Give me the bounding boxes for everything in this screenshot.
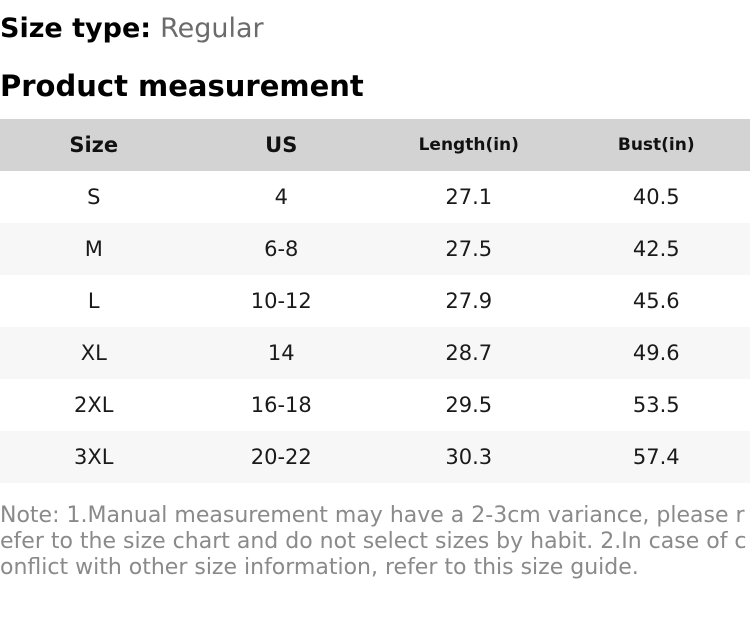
table-row: 3XL 20-22 30.3 57.4: [0, 431, 750, 483]
size-type-value: Regular: [160, 13, 264, 44]
size-type-label: Size type:: [0, 13, 151, 44]
cell-length: 27.1: [375, 171, 563, 223]
table-row: 2XL 16-18 29.5 53.5: [0, 379, 750, 431]
table-header-row: Size US Length(in) Bust(in): [0, 119, 750, 171]
measurement-table: Size US Length(in) Bust(in) S 4 27.1 40.…: [0, 119, 750, 483]
cell-bust: 45.6: [563, 275, 750, 327]
section-title: Product measurement: [0, 70, 750, 103]
cell-us: 20-22: [188, 431, 376, 483]
column-header-us: US: [188, 119, 376, 171]
cell-size: 2XL: [0, 379, 188, 431]
cell-length: 29.5: [375, 379, 563, 431]
cell-us: 4: [188, 171, 376, 223]
column-header-bust: Bust(in): [563, 119, 750, 171]
cell-us: 10-12: [188, 275, 376, 327]
cell-bust: 53.5: [563, 379, 750, 431]
cell-size: M: [0, 223, 188, 275]
column-header-length: Length(in): [375, 119, 563, 171]
cell-length: 27.5: [375, 223, 563, 275]
table-row: M 6-8 27.5 42.5: [0, 223, 750, 275]
table-row: XL 14 28.7 49.6: [0, 327, 750, 379]
cell-length: 27.9: [375, 275, 563, 327]
cell-length: 30.3: [375, 431, 563, 483]
cell-size: 3XL: [0, 431, 188, 483]
table-row: L 10-12 27.9 45.6: [0, 275, 750, 327]
cell-bust: 40.5: [563, 171, 750, 223]
cell-bust: 57.4: [563, 431, 750, 483]
cell-size: S: [0, 171, 188, 223]
cell-bust: 42.5: [563, 223, 750, 275]
note-text: Note: 1.Manual measurement may have a 2-…: [0, 503, 750, 581]
cell-us: 16-18: [188, 379, 376, 431]
cell-us: 6-8: [188, 223, 376, 275]
cell-size: XL: [0, 327, 188, 379]
cell-bust: 49.6: [563, 327, 750, 379]
column-header-size: Size: [0, 119, 188, 171]
cell-us: 14: [188, 327, 376, 379]
size-chart-panel: Size type: Regular Product measurement Si…: [0, 13, 750, 643]
cell-size: L: [0, 275, 188, 327]
cell-length: 28.7: [375, 327, 563, 379]
size-type-row: Size type: Regular: [0, 13, 750, 44]
table-row: S 4 27.1 40.5: [0, 171, 750, 223]
